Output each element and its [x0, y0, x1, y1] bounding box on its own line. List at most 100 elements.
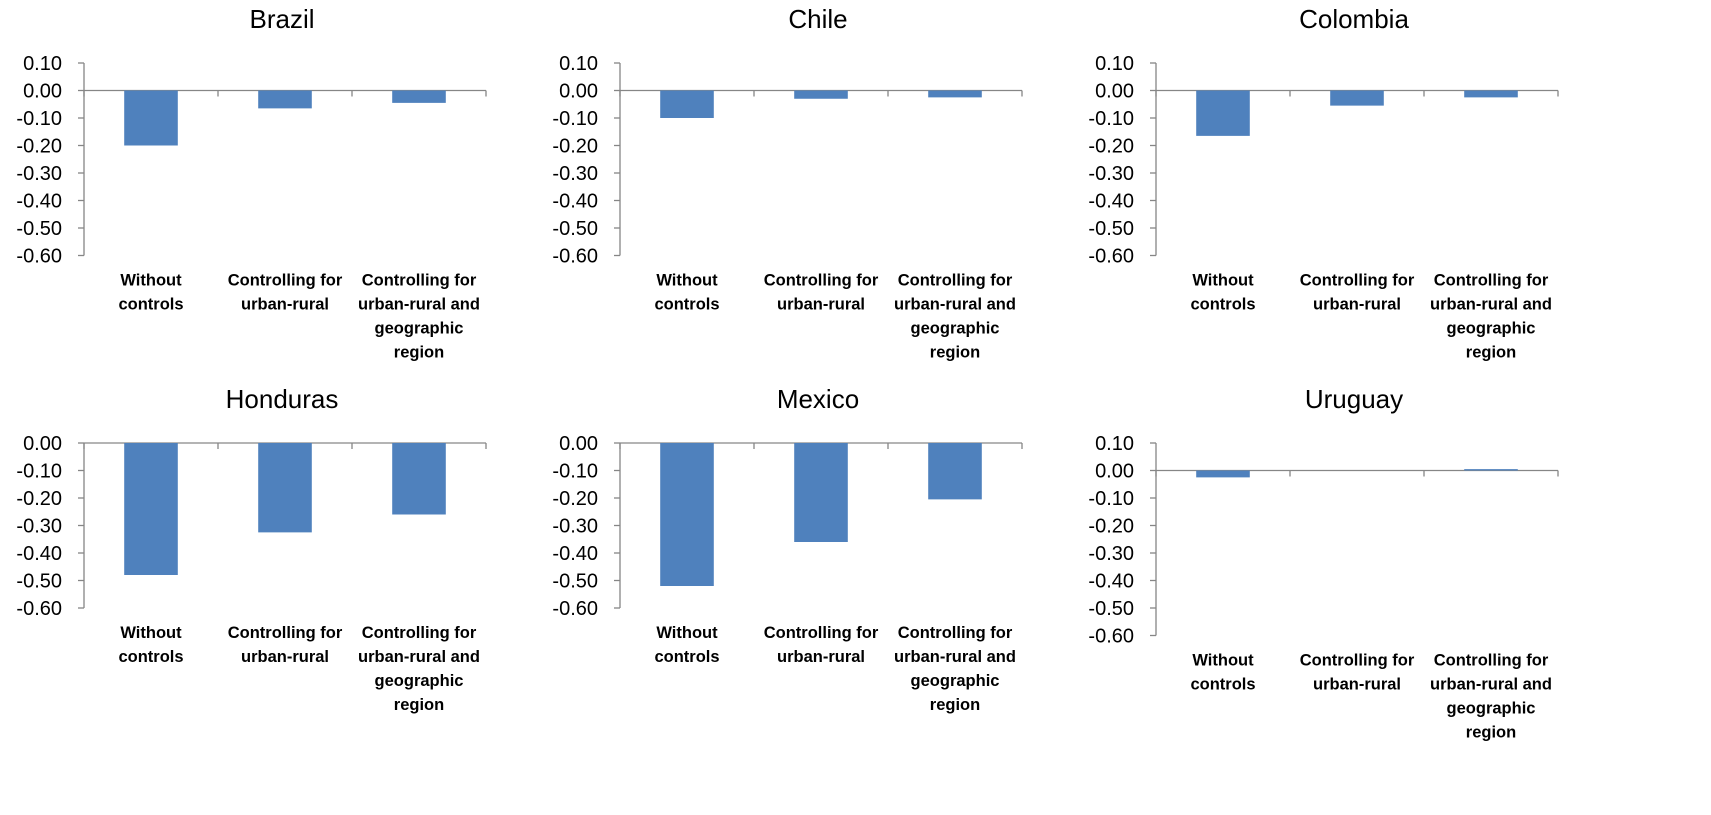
bar-chart: Mexico 0.00 -0.10 -0.20 -0.30 -0.40 -0.50 -0.60…	[552, 384, 1023, 714]
y-tick-label: -0.20	[1088, 516, 1134, 538]
chart-title: Honduras	[226, 384, 339, 414]
y-tick-label: -0.50	[1088, 218, 1134, 240]
y-tick-label: 0.00	[1095, 81, 1134, 103]
bar	[660, 443, 714, 586]
category-label: Controlling for urban-rural and geographic…	[894, 272, 1016, 362]
chart-panel: Chile 0.10 0.00 -0.10 -0.20 -0.30 -0.40 -0.50 -0…	[536, 0, 1106, 407]
y-tick-label: 0.10	[559, 53, 598, 75]
chart-title: Uruguay	[1305, 384, 1403, 414]
y-tick-label: -0.10	[16, 461, 62, 483]
category-label: Controlling for urban-rural and geographic…	[358, 272, 480, 362]
y-tick-label: -0.60	[1088, 246, 1134, 268]
y-tick-label: -0.60	[16, 598, 62, 620]
category-label: Controlling for urban-rural	[1300, 272, 1415, 314]
bar	[794, 443, 848, 542]
y-tick-label: -0.50	[16, 218, 62, 240]
category-label: Without controls	[1190, 272, 1255, 314]
bar	[794, 90, 848, 99]
y-tick-label: -0.10	[552, 461, 598, 483]
bar-chart: Brazil 0.10 0.00 -0.10 -0.20 -0.30 -0.40 -0.50 -…	[16, 4, 487, 362]
bar	[392, 90, 446, 103]
y-tick-label: -0.20	[16, 136, 62, 158]
y-tick-label: 0.10	[1095, 433, 1134, 455]
y-tick-label: -0.50	[1088, 598, 1134, 620]
category-label: Controlling for urban-rural and geographic…	[358, 624, 480, 714]
y-tick-label: -0.50	[16, 571, 62, 593]
chart-panel: Uruguay 0.10 0.00 -0.10 -0.20 -0.30 -0.40 -0.50…	[1072, 380, 1642, 787]
y-tick-label: -0.50	[552, 571, 598, 593]
y-tick-label: -0.40	[552, 543, 598, 565]
y-tick-label: 0.10	[1095, 53, 1134, 75]
bar	[124, 90, 178, 146]
bar-chart: Chile 0.10 0.00 -0.10 -0.20 -0.30 -0.40 -0.50 -0…	[552, 4, 1023, 362]
chart-title: Colombia	[1299, 4, 1409, 34]
category-label: Without controls	[118, 624, 183, 666]
y-tick-label: -0.50	[552, 218, 598, 240]
chart-panel: Mexico 0.00 -0.10 -0.20 -0.30 -0.40 -0.50 -0.60…	[536, 380, 1106, 787]
category-label: Controlling for urban-rural and geographic…	[894, 624, 1016, 714]
y-tick-label: -0.60	[552, 598, 598, 620]
bar-chart: Honduras 0.00 -0.10 -0.20 -0.30 -0.40 -0.50 -0.…	[16, 384, 487, 714]
chart-title: Mexico	[777, 384, 859, 414]
y-tick-label: -0.10	[1088, 108, 1134, 130]
y-tick-label: 0.10	[23, 53, 62, 75]
bar	[1330, 90, 1384, 106]
bar	[1464, 90, 1518, 98]
y-tick-label: -0.60	[16, 246, 62, 268]
bar	[392, 443, 446, 515]
y-tick-label: -0.30	[552, 163, 598, 185]
category-label: Controlling for urban-rural	[228, 272, 343, 314]
chart-panel: Colombia 0.10 0.00 -0.10 -0.20 -0.30 -0.40 -0.5…	[1072, 0, 1642, 407]
y-tick-label: -0.10	[16, 108, 62, 130]
category-label: Controlling for urban-rural	[764, 272, 879, 314]
y-tick-label: -0.30	[16, 516, 62, 538]
y-tick-label: 0.00	[559, 81, 598, 103]
y-tick-label: 0.00	[23, 433, 62, 455]
bar	[124, 443, 178, 575]
category-label: Without controls	[1190, 652, 1255, 694]
bar	[1196, 90, 1250, 136]
y-tick-label: -0.40	[552, 191, 598, 213]
y-tick-label: -0.40	[1088, 571, 1134, 593]
y-tick-label: -0.20	[16, 488, 62, 510]
category-label: Without controls	[654, 272, 719, 314]
y-tick-label: -0.40	[16, 543, 62, 565]
category-label: Controlling for urban-rural and geographic…	[1430, 272, 1552, 362]
bar-chart: Colombia 0.10 0.00 -0.10 -0.20 -0.30 -0.40 -0.5…	[1088, 4, 1559, 362]
category-label: Controlling for urban-rural and geographic…	[1430, 652, 1552, 742]
y-tick-label: -0.10	[552, 108, 598, 130]
y-tick-label: -0.20	[552, 136, 598, 158]
y-tick-label: -0.30	[552, 516, 598, 538]
y-tick-label: -0.20	[1088, 136, 1134, 158]
y-tick-label: -0.60	[552, 246, 598, 268]
y-tick-label: -0.60	[1088, 626, 1134, 648]
chart-title: Chile	[788, 4, 847, 34]
bar	[258, 443, 312, 533]
y-tick-label: 0.00	[1095, 461, 1134, 483]
y-tick-label: -0.40	[16, 191, 62, 213]
y-tick-label: 0.00	[23, 81, 62, 103]
chart-panel: Honduras 0.00 -0.10 -0.20 -0.30 -0.40 -0.50 -0.…	[0, 380, 570, 787]
category-label: Without controls	[654, 624, 719, 666]
category-label: Without controls	[118, 272, 183, 314]
bar	[1196, 470, 1250, 478]
y-tick-label: 0.00	[559, 433, 598, 455]
chart-title: Brazil	[249, 4, 314, 34]
y-tick-label: -0.10	[1088, 488, 1134, 510]
y-tick-label: -0.30	[1088, 163, 1134, 185]
chart-panel: Brazil 0.10 0.00 -0.10 -0.20 -0.30 -0.40 -0.50 -…	[0, 0, 570, 407]
bar-chart: Uruguay 0.10 0.00 -0.10 -0.20 -0.30 -0.40 -0.50…	[1088, 384, 1559, 742]
bar	[928, 443, 982, 500]
bar	[660, 90, 714, 118]
y-tick-label: -0.20	[552, 488, 598, 510]
category-label: Controlling for urban-rural	[228, 624, 343, 666]
y-tick-label: -0.40	[1088, 191, 1134, 213]
y-tick-label: -0.30	[1088, 543, 1134, 565]
y-tick-label: -0.30	[16, 163, 62, 185]
bar	[258, 90, 312, 109]
bar	[928, 90, 982, 98]
category-label: Controlling for urban-rural	[1300, 652, 1415, 694]
bar	[1464, 469, 1518, 471]
category-label: Controlling for urban-rural	[764, 624, 879, 666]
